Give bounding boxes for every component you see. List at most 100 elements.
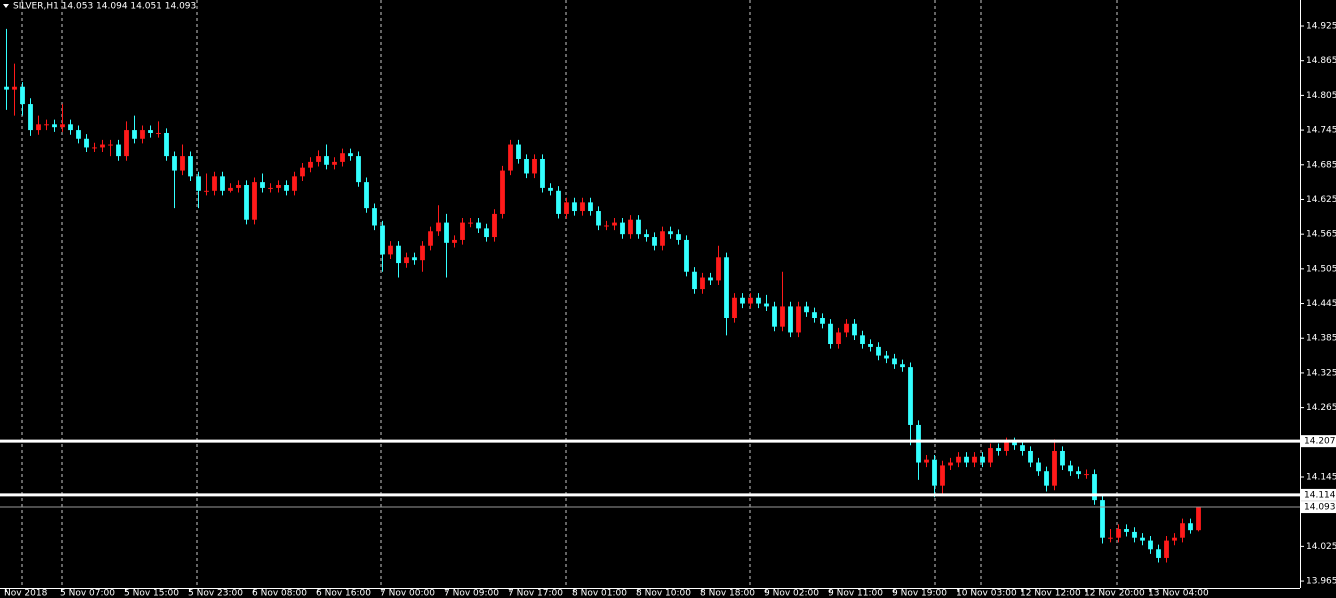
y-tick-label: 14.325 bbox=[1306, 368, 1336, 378]
candle-body bbox=[188, 156, 193, 177]
candle-body bbox=[572, 202, 577, 212]
candle-body bbox=[172, 156, 177, 171]
x-tick-label: 6 Nov 08:00 bbox=[252, 589, 307, 598]
candle-body bbox=[156, 132, 161, 134]
candle-body bbox=[548, 187, 553, 191]
candle-body bbox=[788, 306, 793, 333]
candle-body bbox=[124, 130, 129, 157]
candle-body bbox=[524, 158, 529, 174]
candle-body bbox=[492, 213, 497, 238]
candle-body bbox=[1108, 537, 1113, 539]
current-price-tag bbox=[1301, 501, 1336, 514]
y-tick-label: 14.685 bbox=[1306, 160, 1336, 170]
candle-body bbox=[516, 144, 521, 159]
candle-body bbox=[164, 132, 169, 157]
candle-body bbox=[604, 225, 609, 227]
candle-body bbox=[828, 323, 833, 345]
candle-body bbox=[68, 124, 73, 131]
candle-body bbox=[1172, 537, 1177, 541]
candle-body bbox=[932, 459, 937, 486]
candle-body bbox=[4, 86, 9, 90]
candle-body bbox=[92, 147, 97, 149]
candle-body bbox=[476, 222, 481, 229]
candle-body bbox=[1140, 537, 1145, 541]
candle-body bbox=[148, 130, 153, 133]
candle-body bbox=[244, 185, 249, 220]
candle-body bbox=[300, 167, 305, 177]
y-tick-label: 14.625 bbox=[1306, 195, 1336, 205]
y-tick-label: 14.565 bbox=[1306, 230, 1336, 240]
x-tick-label: 12 Nov 20:00 bbox=[1084, 589, 1145, 598]
candle-body bbox=[852, 323, 857, 336]
candle-body bbox=[580, 202, 585, 212]
candle-body bbox=[452, 239, 457, 243]
candle-body bbox=[724, 257, 729, 318]
candle-body bbox=[1076, 471, 1081, 475]
candle-body bbox=[284, 185, 289, 191]
symbol-menu-arrow[interactable] bbox=[3, 4, 9, 8]
candle-body bbox=[1148, 540, 1153, 550]
candle-body bbox=[708, 277, 713, 281]
candle-body bbox=[660, 231, 665, 246]
candle-body bbox=[804, 306, 809, 313]
y-tick-label: 14.145 bbox=[1306, 472, 1336, 482]
candle-body bbox=[980, 456, 985, 463]
candle-body bbox=[612, 222, 617, 226]
y-tick-label: 14.925 bbox=[1306, 22, 1336, 32]
x-tick-label: 10 Nov 03:00 bbox=[956, 589, 1017, 598]
candle-body bbox=[748, 297, 753, 304]
candle-body bbox=[716, 257, 721, 281]
x-tick-label: 6 Nov 16:00 bbox=[316, 589, 371, 598]
candle-body bbox=[204, 190, 209, 192]
candle-body bbox=[540, 158, 545, 188]
candle-body bbox=[308, 161, 313, 168]
candle-body bbox=[108, 144, 113, 146]
candle-body bbox=[924, 459, 929, 463]
candle-body bbox=[252, 182, 257, 220]
y-tick-label: 14.745 bbox=[1306, 126, 1336, 136]
candle-body bbox=[948, 462, 953, 466]
candle-body bbox=[100, 144, 105, 148]
day-separators bbox=[21, 0, 1118, 588]
candle-body bbox=[1036, 462, 1041, 472]
candle-body bbox=[332, 161, 337, 165]
y-tick-label: 13.965 bbox=[1306, 577, 1336, 587]
candle-body bbox=[132, 130, 137, 139]
candle-body bbox=[140, 130, 145, 139]
candle-body bbox=[940, 465, 945, 486]
candle-body bbox=[1196, 507, 1201, 531]
candle-body bbox=[1004, 442, 1009, 451]
candle-body bbox=[756, 297, 761, 304]
candle-body bbox=[556, 190, 561, 214]
candle-body bbox=[876, 346, 881, 356]
candle-body bbox=[228, 187, 233, 191]
candle-body bbox=[60, 124, 65, 128]
candle-body bbox=[292, 176, 297, 191]
candle-body bbox=[44, 124, 49, 126]
candle-body bbox=[836, 332, 841, 345]
candle-body bbox=[956, 456, 961, 463]
candle-body bbox=[420, 245, 425, 261]
candle-body bbox=[772, 306, 777, 327]
candle-body bbox=[1084, 474, 1089, 476]
x-tick-label: 9 Nov 02:00 bbox=[764, 589, 819, 598]
candle-body bbox=[180, 156, 185, 171]
x-tick-label: 8 Nov 01:00 bbox=[572, 589, 627, 598]
candle-body bbox=[1132, 531, 1137, 538]
candle-body bbox=[1028, 450, 1033, 463]
candle-body bbox=[436, 222, 441, 232]
candle-body bbox=[732, 297, 737, 318]
candle-body bbox=[1156, 549, 1161, 558]
candle-body bbox=[412, 257, 417, 261]
candle-body bbox=[372, 208, 377, 226]
candle-body bbox=[76, 130, 81, 139]
candle-body bbox=[460, 222, 465, 240]
candle-body bbox=[28, 104, 33, 131]
candle-body bbox=[892, 358, 897, 365]
candle-body bbox=[1068, 465, 1073, 472]
candle-body bbox=[236, 185, 241, 188]
candle-body bbox=[644, 234, 649, 238]
candle-body bbox=[428, 231, 433, 246]
candle-body bbox=[860, 335, 865, 345]
x-tick-label: 7 Nov 00:00 bbox=[380, 589, 435, 598]
